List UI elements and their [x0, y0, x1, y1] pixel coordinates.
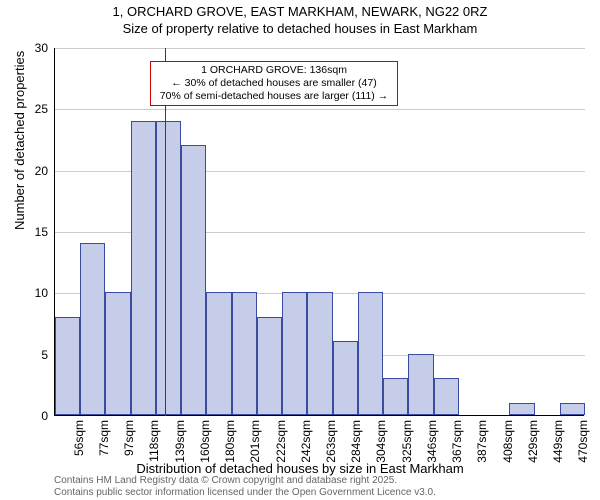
chart-title: 1, ORCHARD GROVE, EAST MARKHAM, NEWARK, …	[0, 0, 600, 38]
x-tick-label: 346sqm	[425, 420, 439, 463]
x-tick-label: 449sqm	[551, 420, 565, 463]
x-tick-label: 160sqm	[198, 420, 212, 463]
x-tick-label: 201sqm	[248, 420, 262, 463]
histogram-bar	[358, 292, 383, 415]
x-tick-label: 367sqm	[450, 420, 464, 463]
y-tick-label: 0	[18, 409, 48, 423]
histogram-bar	[131, 121, 156, 415]
plot: 05101520253056sqm77sqm97sqm118sqm139sqm1…	[54, 48, 584, 416]
x-tick-label: 118sqm	[147, 420, 161, 462]
x-tick-label: 139sqm	[173, 420, 187, 463]
histogram-bar	[434, 378, 459, 415]
x-tick-label: 408sqm	[501, 420, 515, 463]
x-tick-label: 284sqm	[349, 420, 363, 463]
x-tick-label: 56sqm	[72, 420, 86, 456]
x-tick-label: 222sqm	[274, 420, 288, 463]
title-line-2: Size of property relative to detached ho…	[0, 21, 600, 38]
histogram-bar	[105, 292, 130, 415]
y-axis-label: Number of detached properties	[12, 51, 27, 230]
footnote-line-1: Contains HM Land Registry data © Crown c…	[54, 475, 436, 487]
histogram-bar	[509, 403, 534, 415]
x-tick-label: 97sqm	[122, 420, 136, 456]
y-tick-label: 10	[18, 286, 48, 300]
histogram-bar	[55, 317, 80, 415]
y-tick-label: 20	[18, 164, 48, 178]
histogram-bar	[232, 292, 257, 415]
chart-area: 05101520253056sqm77sqm97sqm118sqm139sqm1…	[54, 48, 584, 416]
x-tick-label: 77sqm	[97, 420, 111, 456]
histogram-bar	[560, 403, 585, 415]
x-tick-label: 387sqm	[475, 420, 489, 463]
histogram-bar	[80, 243, 105, 415]
histogram-bar	[282, 292, 307, 415]
histogram-bar	[383, 378, 408, 415]
histogram-bar	[181, 145, 206, 415]
annotation-line: 1 ORCHARD GROVE: 136sqm	[157, 64, 391, 77]
histogram-bar	[408, 354, 433, 415]
x-tick-label: 304sqm	[374, 420, 388, 463]
histogram-bar	[257, 317, 282, 415]
x-tick-label: 325sqm	[400, 420, 414, 463]
annotation-line: 70% of semi-detached houses are larger (…	[157, 90, 391, 103]
title-line-1: 1, ORCHARD GROVE, EAST MARKHAM, NEWARK, …	[0, 4, 600, 21]
x-tick-label: 242sqm	[299, 420, 313, 463]
x-tick-label: 470sqm	[576, 420, 590, 463]
y-tick-label: 5	[18, 348, 48, 362]
gridline	[55, 48, 585, 49]
gridline	[55, 109, 585, 110]
x-tick-label: 180sqm	[223, 420, 237, 463]
annotation-line: ← 30% of detached houses are smaller (47…	[157, 77, 391, 90]
histogram-bar	[307, 292, 332, 415]
x-tick-label: 263sqm	[324, 420, 338, 463]
histogram-bar	[156, 121, 181, 415]
annotation-box: 1 ORCHARD GROVE: 136sqm← 30% of detached…	[150, 61, 398, 106]
footnote: Contains HM Land Registry data © Crown c…	[54, 475, 436, 498]
x-tick-label: 429sqm	[526, 420, 540, 463]
y-tick-label: 15	[18, 225, 48, 239]
histogram-bar	[333, 341, 358, 415]
footnote-line-2: Contains public sector information licen…	[54, 487, 436, 499]
y-tick-label: 25	[18, 102, 48, 116]
y-tick-label: 30	[18, 41, 48, 55]
histogram-bar	[206, 292, 231, 415]
x-axis-label: Distribution of detached houses by size …	[0, 461, 600, 476]
